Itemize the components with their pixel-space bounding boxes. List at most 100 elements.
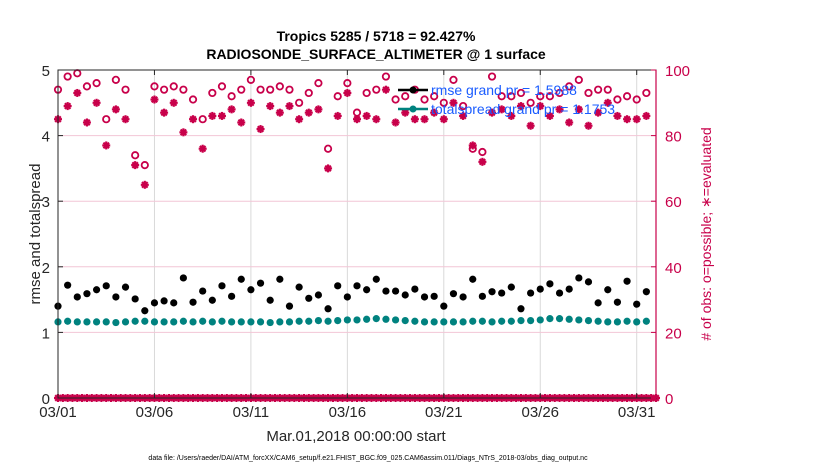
totalspread-point bbox=[189, 318, 197, 326]
totalspread-point bbox=[314, 316, 323, 325]
grid bbox=[58, 70, 656, 398]
y-tick-label-right: 20 bbox=[665, 325, 682, 342]
rmse-point bbox=[131, 295, 139, 303]
obs-evaluated-point bbox=[632, 115, 641, 124]
obs-evaluated-point bbox=[314, 105, 323, 114]
rmse-point bbox=[218, 282, 226, 290]
obs-possible-point bbox=[73, 69, 82, 78]
obs-evaluated-point bbox=[565, 118, 574, 127]
obs-possible-point bbox=[121, 85, 130, 94]
obs-evaluated-point bbox=[324, 164, 333, 173]
rmse-point bbox=[305, 294, 313, 302]
rmse-point bbox=[170, 299, 178, 307]
chart-title: Tropics 5285 / 5718 = 92.427% bbox=[277, 28, 476, 44]
obs-possible-point bbox=[92, 79, 101, 88]
rmse-point bbox=[623, 277, 631, 285]
totalspread-point bbox=[565, 315, 573, 323]
x-tick-label: 03/21 bbox=[425, 404, 463, 421]
obs-possible-point bbox=[227, 92, 236, 101]
obs-evaluated-point bbox=[642, 111, 651, 120]
totalspread-point bbox=[218, 317, 226, 325]
x-tick-label: 03/01 bbox=[39, 404, 77, 421]
totalspread-point bbox=[305, 317, 313, 325]
obs-possible-point bbox=[642, 88, 651, 98]
obs-possible-point bbox=[179, 85, 188, 94]
totalspread-point bbox=[642, 317, 650, 325]
obs-evaluated-point bbox=[381, 85, 390, 94]
obs-evaluated-point bbox=[102, 141, 111, 150]
obs-evaluated-point bbox=[256, 125, 265, 134]
totalspread-point bbox=[546, 315, 554, 323]
obs-possible-point bbox=[401, 92, 410, 101]
series-layer bbox=[53, 69, 660, 402]
totalspread-point bbox=[613, 318, 622, 326]
x-tick-label: 03/31 bbox=[618, 404, 656, 421]
y-tick-label-left: 1 bbox=[42, 325, 50, 342]
obs-possible-point bbox=[237, 85, 246, 94]
rmse-point bbox=[459, 293, 467, 301]
obs-evaluated-point bbox=[526, 121, 535, 130]
obs-possible-point bbox=[497, 92, 506, 101]
totalspread-point bbox=[584, 316, 593, 325]
obs-evaluated-point bbox=[333, 111, 342, 120]
obs-evaluated-point bbox=[410, 115, 419, 124]
rmse-point bbox=[391, 287, 400, 295]
chart-subtitle: RADIOSONDE_SURFACE_ALTIMETER @ 1 surface bbox=[206, 46, 546, 62]
legend-spread-label: totalspread grand pr = 1.1753 bbox=[431, 101, 615, 117]
totalspread-point bbox=[411, 317, 419, 325]
obs-possible-point bbox=[102, 115, 111, 124]
totalspread-point bbox=[256, 318, 265, 326]
legend: rmse grand pr = 1.5988 totalspread grand… bbox=[398, 82, 615, 117]
obs-evaluated-point bbox=[488, 108, 497, 117]
obs-possible-point bbox=[314, 79, 323, 88]
obs-possible-point bbox=[381, 72, 391, 81]
totalspread-point bbox=[449, 318, 458, 326]
rmse-point bbox=[160, 297, 168, 305]
obs-evaluated-point bbox=[545, 111, 554, 120]
totalspread-point bbox=[623, 317, 631, 325]
rmse-point bbox=[401, 291, 409, 299]
obs-possible-point bbox=[333, 92, 342, 101]
totalspread-point bbox=[295, 317, 303, 325]
totalspread-point bbox=[469, 317, 477, 325]
obs-evaluated-point bbox=[478, 157, 487, 166]
totalspread-point bbox=[401, 316, 409, 325]
obs-evaluated-point bbox=[372, 115, 381, 124]
obs-evaluated-point bbox=[497, 105, 506, 114]
rmse-point bbox=[536, 285, 544, 293]
totalspread-point bbox=[208, 318, 216, 326]
rmse-point bbox=[633, 300, 641, 308]
totalspread-point bbox=[536, 316, 544, 324]
rmse-point bbox=[575, 274, 583, 282]
rmse-point bbox=[237, 275, 245, 283]
rmse-point bbox=[430, 292, 438, 300]
obs-evaluated-point bbox=[536, 102, 545, 111]
rmse-point bbox=[604, 286, 612, 294]
y-tick-label-left: 5 bbox=[42, 63, 50, 80]
totalspread-point bbox=[199, 317, 207, 325]
obs-possible-point bbox=[111, 75, 120, 84]
obs-possible-point bbox=[295, 98, 304, 107]
obs-evaluated-point bbox=[121, 115, 130, 124]
obs-possible-point bbox=[594, 85, 603, 94]
obs-possible-point bbox=[352, 108, 362, 117]
obs-evaluated-point bbox=[343, 88, 352, 97]
rmse-point bbox=[150, 299, 159, 307]
obs-evaluated-point bbox=[246, 98, 255, 107]
totalspread-point bbox=[507, 317, 515, 325]
obs-possible-point bbox=[285, 85, 294, 94]
obs-possible-point bbox=[82, 82, 92, 91]
totalspread-point bbox=[64, 317, 72, 325]
obs-evaluated-point bbox=[266, 102, 275, 111]
totalspread-point bbox=[527, 316, 535, 325]
rmse-point bbox=[363, 286, 371, 294]
rmse-point bbox=[295, 283, 303, 291]
y-tick-label-right: 100 bbox=[665, 63, 690, 80]
totalspread-point bbox=[160, 318, 168, 326]
rmse-point bbox=[256, 279, 265, 287]
obs-possible-point bbox=[555, 88, 564, 98]
rmse-point bbox=[449, 290, 458, 298]
y-tick-label-left: 0 bbox=[42, 391, 50, 408]
obs-evaluated-point bbox=[584, 121, 593, 130]
